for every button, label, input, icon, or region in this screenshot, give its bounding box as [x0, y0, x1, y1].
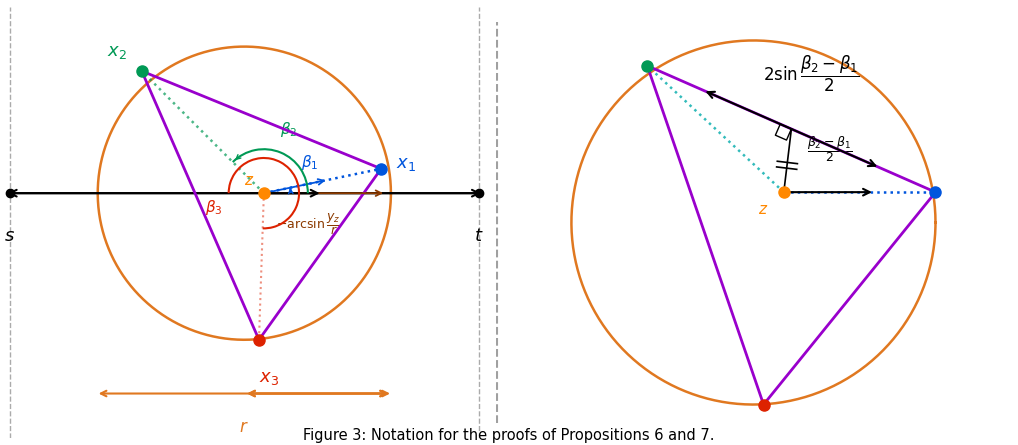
- Text: $z$: $z$: [758, 202, 769, 217]
- Text: $x_1$: $x_1$: [396, 155, 415, 173]
- Text: Figure 3: Notation for the proofs of Propositions 6 and 7.: Figure 3: Notation for the proofs of Pro…: [303, 428, 715, 443]
- Text: $2\sin\dfrac{\beta_2-\beta_1}{2}$: $2\sin\dfrac{\beta_2-\beta_1}{2}$: [764, 53, 860, 93]
- Text: $-\arcsin\dfrac{y_z}{r}$: $-\arcsin\dfrac{y_z}{r}$: [276, 211, 340, 237]
- Text: $\beta_3$: $\beta_3$: [206, 198, 223, 217]
- Text: $\dfrac{\beta_2-\beta_1}{2}$: $\dfrac{\beta_2-\beta_1}{2}$: [806, 134, 852, 164]
- Text: $z$: $z$: [243, 173, 254, 188]
- Text: $t$: $t$: [474, 227, 484, 245]
- Text: $x_2$: $x_2$: [107, 43, 127, 61]
- Text: $x_3$: $x_3$: [259, 369, 279, 387]
- Text: $s$: $s$: [4, 227, 15, 245]
- Text: $\beta_2$: $\beta_2$: [280, 121, 297, 139]
- Text: $\beta_1$: $\beta_1$: [301, 153, 319, 172]
- Text: $r$: $r$: [239, 418, 249, 436]
